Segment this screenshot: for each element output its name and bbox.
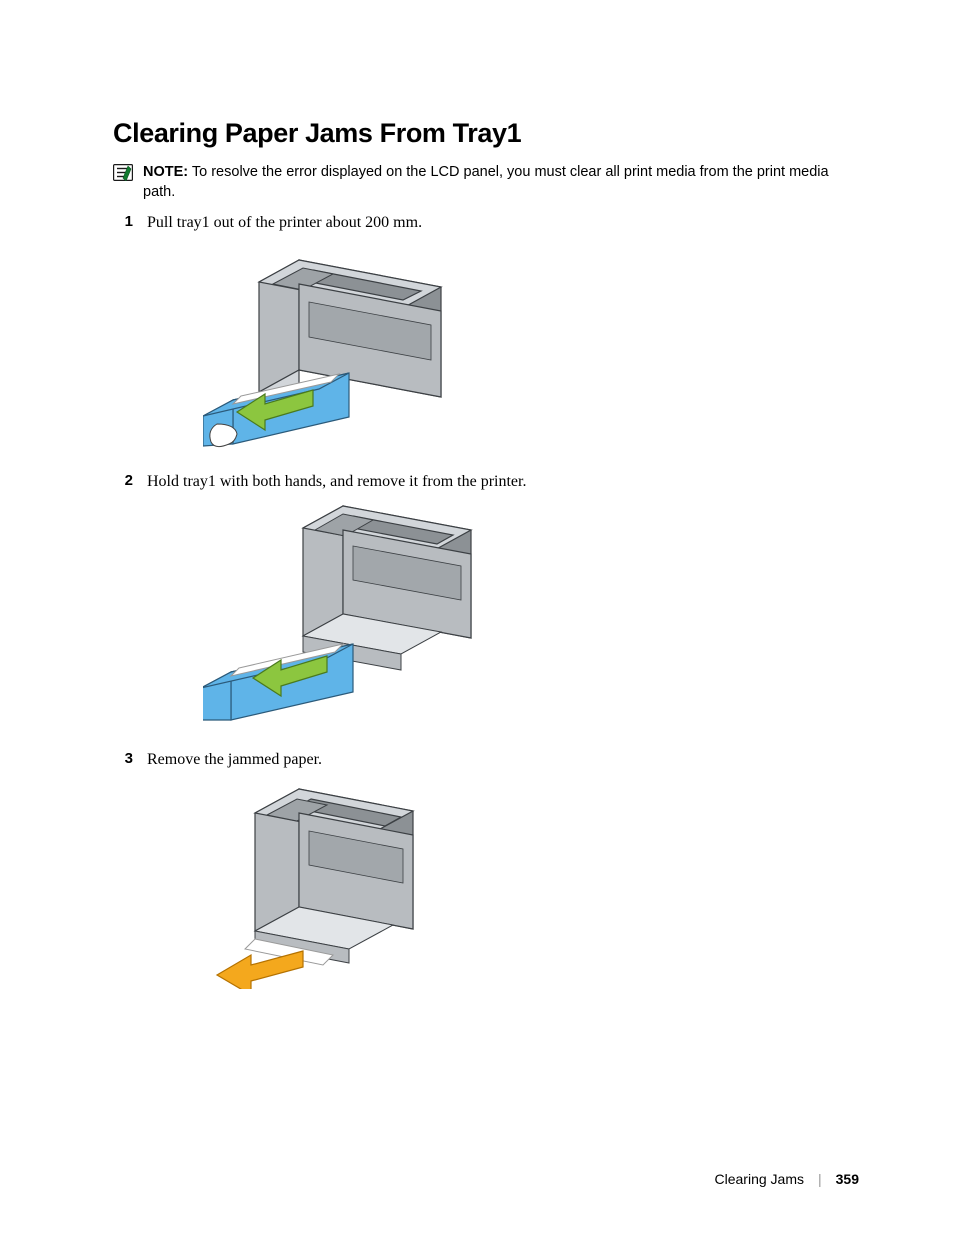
note-label: NOTE: [143, 164, 188, 180]
step-text: Pull tray1 out of the printer about 200 … [147, 212, 859, 234]
document-page: Clearing Paper Jams From Tray1 NOTE: To … [0, 0, 954, 1235]
page-footer: Clearing Jams | 359 [715, 1171, 859, 1187]
step-text: Remove the jammed paper. [147, 749, 859, 771]
step-text: Hold tray1 with both hands, and remove i… [147, 471, 859, 493]
footer-divider: | [818, 1171, 822, 1187]
step-number: 1 [113, 212, 133, 232]
note-text-wrap: NOTE: To resolve the error displayed on … [143, 163, 859, 202]
step-item: 1 Pull tray1 out of the printer about 20… [113, 212, 859, 234]
steps-list: 1 Pull tray1 out of the printer about 20… [113, 212, 859, 994]
figure-remove-tray [203, 500, 859, 735]
footer-page-number: 359 [836, 1171, 859, 1187]
figure-remove-paper [203, 779, 859, 994]
figure-pull-tray [203, 242, 859, 457]
section-heading: Clearing Paper Jams From Tray1 [113, 118, 859, 149]
note-callout: NOTE: To resolve the error displayed on … [113, 163, 859, 202]
step-number: 3 [113, 749, 133, 769]
figure-2-svg [203, 500, 493, 730]
note-body: To resolve the error displayed on the LC… [143, 164, 829, 200]
note-icon [113, 164, 133, 181]
figure-1-svg [203, 242, 483, 452]
footer-section-name: Clearing Jams [715, 1171, 804, 1187]
step-number: 2 [113, 471, 133, 491]
step-item: 3 Remove the jammed paper. [113, 749, 859, 771]
figure-3-svg [203, 779, 423, 989]
step-item: 2 Hold tray1 with both hands, and remove… [113, 471, 859, 493]
